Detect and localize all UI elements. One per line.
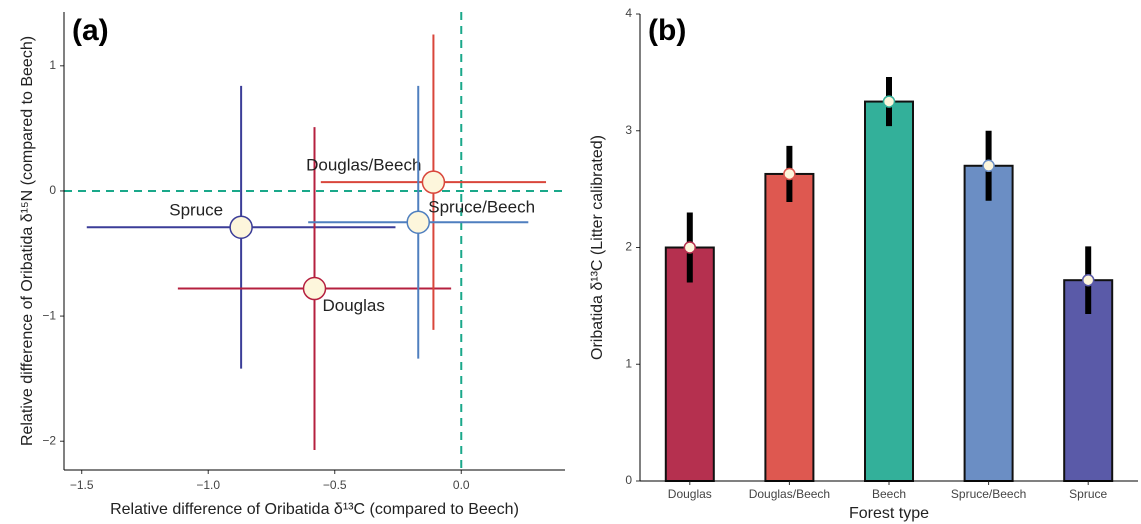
y-tick-label: −1 <box>42 308 56 322</box>
point <box>783 167 796 181</box>
panel-title: (a) <box>72 14 109 47</box>
point <box>1081 273 1095 287</box>
y-tick-label: 0 <box>625 473 632 487</box>
y-axis-title: Relative difference of Oribatida δ¹⁵N (c… <box>19 36 36 446</box>
bar <box>963 164 1014 482</box>
y-tick-label: −2 <box>42 433 56 447</box>
x-tick-label: Spruce/Beech <box>951 487 1026 501</box>
y-tick-label: 3 <box>625 123 632 137</box>
point-label: Spruce/Beech <box>428 198 535 217</box>
point <box>882 95 896 108</box>
point <box>421 170 446 194</box>
x-tick-label: −1.5 <box>70 478 94 492</box>
point <box>406 210 430 234</box>
y-tick-label: 1 <box>49 58 56 72</box>
x-tick-label: Douglas/Beech <box>749 487 830 501</box>
bar <box>664 246 715 482</box>
y-tick-label: 4 <box>625 6 632 20</box>
y-axis-title: Oribatida δ¹³C (Litter calibrated) <box>589 135 606 360</box>
x-tick-label: −0.5 <box>323 478 347 492</box>
point <box>302 276 327 301</box>
point-label: Douglas <box>323 296 385 315</box>
point <box>229 215 253 239</box>
y-tick-label: 0 <box>49 183 56 197</box>
x-tick-label: Beech <box>872 487 906 501</box>
x-tick-label: 0.0 <box>453 478 470 492</box>
point-label: Spruce <box>169 201 223 220</box>
y-tick-label: 1 <box>625 356 632 370</box>
x-axis-title: Forest type <box>849 505 929 522</box>
point-label: Douglas/Beech <box>306 156 421 175</box>
point <box>982 159 995 173</box>
x-tick-label: −1.0 <box>196 478 220 492</box>
x-tick-label: Spruce <box>1069 487 1107 501</box>
x-tick-label: Douglas <box>668 487 712 501</box>
bar <box>864 100 914 482</box>
x-axis-title: Relative difference of Oribatida δ¹³C (c… <box>110 501 519 518</box>
panel-title: (b) <box>648 14 686 47</box>
y-tick-label: 2 <box>625 240 632 254</box>
bar <box>764 172 815 482</box>
point <box>683 241 697 254</box>
